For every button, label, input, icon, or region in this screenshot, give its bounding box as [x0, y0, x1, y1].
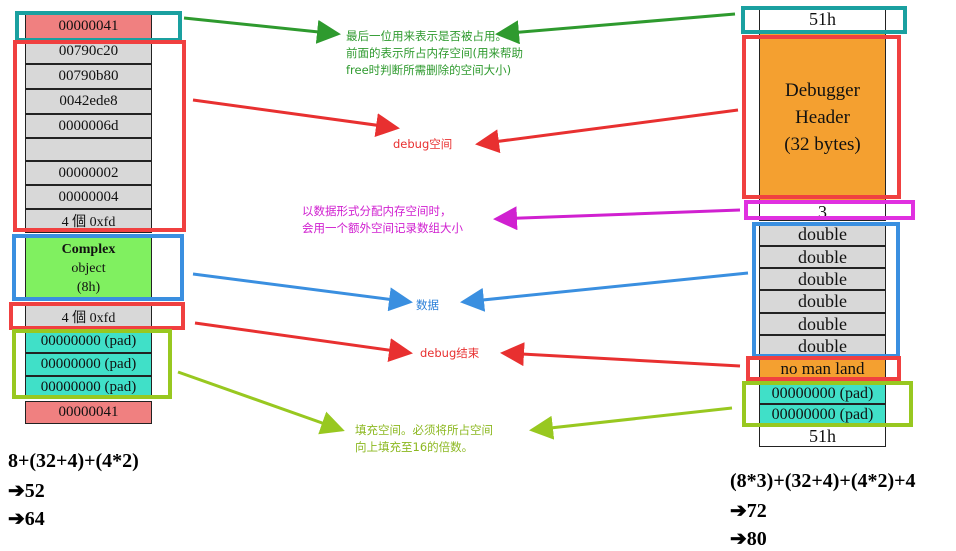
- arrow-debug-end-right: [503, 353, 740, 366]
- right-formula-step2: ➔80: [730, 526, 767, 551]
- note-line: free时判断所需删除的空间大小): [346, 62, 523, 79]
- note-array-count: 以数据形式分配内存空间时， 会用一个额外空间记录数组大小: [302, 203, 463, 237]
- note-line: 前面的表示所占内存空间(用来帮助: [346, 45, 523, 62]
- note-line: 填充空间。必须将所占空间: [355, 422, 493, 439]
- note-line: 最后一位用来表示是否被占用。: [346, 28, 523, 45]
- arrow-count-right: [496, 210, 740, 219]
- arrow-data-right: [463, 273, 748, 302]
- note-cookie: 最后一位用来表示是否被占用。 前面的表示所占内存空间(用来帮助 free时判断所…: [346, 28, 523, 79]
- note-data: 数据: [416, 297, 439, 314]
- arrow-padding-right: [532, 408, 732, 430]
- arrow-cookie-right: [498, 14, 735, 34]
- left-formula-step2: ➔64: [8, 506, 45, 531]
- arrow-cookie-left: [184, 18, 338, 34]
- right-formula-expr: (8*3)+(32+4)+(4*2)+4: [730, 470, 916, 493]
- note-line: 会用一个额外空间记录数组大小: [302, 220, 463, 237]
- arrow-data-left: [193, 274, 410, 302]
- note-debug-space: debug空间: [393, 136, 452, 153]
- arrow-padding-left: [178, 372, 342, 430]
- note-line: 向上填充至16的倍数。: [355, 439, 493, 456]
- arrow-debug-end-left: [195, 323, 410, 353]
- right-formula-step1: ➔72: [730, 498, 767, 523]
- arrow-debug-left: [193, 100, 397, 128]
- note-padding: 填充空间。必须将所占空间 向上填充至16的倍数。: [355, 422, 493, 456]
- left-formula-step1: ➔52: [8, 478, 45, 503]
- note-line: 以数据形式分配内存空间时，: [302, 203, 463, 220]
- arrow-debug-right: [478, 110, 738, 144]
- note-debug-end: debug结束: [420, 345, 479, 362]
- left-formula-expr: 8+(32+4)+(4*2): [8, 450, 139, 473]
